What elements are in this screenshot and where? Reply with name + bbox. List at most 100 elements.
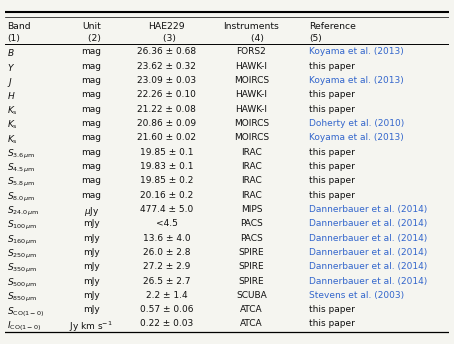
Text: 22.26 ± 0.10: 22.26 ± 0.10 <box>138 90 197 99</box>
Text: this paper: this paper <box>309 148 355 157</box>
Text: ATCA: ATCA <box>240 305 263 314</box>
Text: $S_{100\,\mu\mathrm{m}}$: $S_{100\,\mu\mathrm{m}}$ <box>7 219 37 232</box>
Text: IRAC: IRAC <box>241 148 262 157</box>
Text: Koyama et al. (2013): Koyama et al. (2013) <box>309 133 404 142</box>
Text: $Y$: $Y$ <box>7 62 15 73</box>
Text: Instruments: Instruments <box>223 22 279 31</box>
Text: (5): (5) <box>309 34 322 43</box>
Text: PACS: PACS <box>240 219 263 228</box>
Text: Reference: Reference <box>309 22 356 31</box>
Text: this paper: this paper <box>309 305 355 314</box>
Text: 26.5 ± 2.7: 26.5 ± 2.7 <box>143 277 191 286</box>
Text: $K_\mathrm{s}$: $K_\mathrm{s}$ <box>7 119 18 131</box>
Text: (4): (4) <box>239 34 264 43</box>
Text: IRAC: IRAC <box>241 176 262 185</box>
Text: FORS2: FORS2 <box>237 47 266 56</box>
Text: mag: mag <box>81 176 101 185</box>
Text: 20.86 ± 0.09: 20.86 ± 0.09 <box>138 119 197 128</box>
Text: $\mu$Jy: $\mu$Jy <box>84 205 99 218</box>
Text: Dannerbauer et al. (2014): Dannerbauer et al. (2014) <box>309 277 428 286</box>
Text: 19.85 ± 0.2: 19.85 ± 0.2 <box>140 176 193 185</box>
Text: mJy: mJy <box>83 291 100 300</box>
Text: mag: mag <box>81 148 101 157</box>
Text: this paper: this paper <box>309 105 355 114</box>
Text: Unit: Unit <box>82 22 101 31</box>
Text: mag: mag <box>81 62 101 71</box>
Text: (2): (2) <box>82 34 101 43</box>
Text: mag: mag <box>81 133 101 142</box>
Text: mJy: mJy <box>83 262 100 271</box>
Text: $K_\mathrm{s}$: $K_\mathrm{s}$ <box>7 133 18 146</box>
Text: Dannerbauer et al. (2014): Dannerbauer et al. (2014) <box>309 205 428 214</box>
Text: mag: mag <box>81 162 101 171</box>
Text: MIPS: MIPS <box>241 205 262 214</box>
Text: 20.16 ± 0.2: 20.16 ± 0.2 <box>140 191 193 200</box>
Text: IRAC: IRAC <box>241 191 262 200</box>
Text: 477.4 ± 5.0: 477.4 ± 5.0 <box>140 205 193 214</box>
Text: $B$: $B$ <box>7 47 15 58</box>
Text: 21.22 ± 0.08: 21.22 ± 0.08 <box>138 105 197 114</box>
Text: $S_{4.5\,\mu\mathrm{m}}$: $S_{4.5\,\mu\mathrm{m}}$ <box>7 162 35 175</box>
Text: this paper: this paper <box>309 162 355 171</box>
Text: mag: mag <box>81 105 101 114</box>
Text: Stevens et al. (2003): Stevens et al. (2003) <box>309 291 405 300</box>
Text: mag: mag <box>81 90 101 99</box>
Text: 13.6 ± 4.0: 13.6 ± 4.0 <box>143 234 191 243</box>
Text: 26.0 ± 2.8: 26.0 ± 2.8 <box>143 248 191 257</box>
Text: 23.09 ± 0.03: 23.09 ± 0.03 <box>138 76 197 85</box>
Text: $H$: $H$ <box>7 90 15 101</box>
Text: MOIRCS: MOIRCS <box>234 119 269 128</box>
Text: $S_{5.8\,\mu\mathrm{m}}$: $S_{5.8\,\mu\mathrm{m}}$ <box>7 176 35 189</box>
Text: $S_\mathrm{CO(1-0)}$: $S_\mathrm{CO(1-0)}$ <box>7 305 44 319</box>
Text: Band: Band <box>7 22 30 31</box>
Text: HAWK-I: HAWK-I <box>236 90 267 99</box>
Text: this paper: this paper <box>309 176 355 185</box>
Text: $S_{160\,\mu\mathrm{m}}$: $S_{160\,\mu\mathrm{m}}$ <box>7 234 37 247</box>
Text: Doherty et al. (2010): Doherty et al. (2010) <box>309 119 405 128</box>
Text: SPIRE: SPIRE <box>239 248 264 257</box>
Text: HAE229: HAE229 <box>148 22 185 31</box>
Text: $S_{24.0\,\mu\mathrm{m}}$: $S_{24.0\,\mu\mathrm{m}}$ <box>7 205 39 218</box>
Text: mag: mag <box>81 191 101 200</box>
Text: mag: mag <box>81 76 101 85</box>
Text: HAWK-I: HAWK-I <box>236 105 267 114</box>
Text: Koyama et al. (2013): Koyama et al. (2013) <box>309 47 404 56</box>
Text: mJy: mJy <box>83 219 100 228</box>
Text: IRAC: IRAC <box>241 162 262 171</box>
Text: this paper: this paper <box>309 320 355 329</box>
Text: 27.2 ± 2.9: 27.2 ± 2.9 <box>143 262 191 271</box>
Text: Dannerbauer et al. (2014): Dannerbauer et al. (2014) <box>309 219 428 228</box>
Text: 2.2 ± 1.4: 2.2 ± 1.4 <box>146 291 188 300</box>
Text: $S_{3.6\,\mu\mathrm{m}}$: $S_{3.6\,\mu\mathrm{m}}$ <box>7 148 35 161</box>
Text: this paper: this paper <box>309 62 355 71</box>
Text: $S_{8.0\,\mu\mathrm{m}}$: $S_{8.0\,\mu\mathrm{m}}$ <box>7 191 35 204</box>
Text: $S_{350\,\mu\mathrm{m}}$: $S_{350\,\mu\mathrm{m}}$ <box>7 262 37 275</box>
Text: Dannerbauer et al. (2014): Dannerbauer et al. (2014) <box>309 234 428 243</box>
Text: mJy: mJy <box>83 305 100 314</box>
Text: Dannerbauer et al. (2014): Dannerbauer et al. (2014) <box>309 248 428 257</box>
Text: SCUBA: SCUBA <box>236 291 267 300</box>
Text: 23.62 ± 0.32: 23.62 ± 0.32 <box>138 62 197 71</box>
Text: mJy: mJy <box>83 248 100 257</box>
Text: $I_\mathrm{CO(1-0)}$: $I_\mathrm{CO(1-0)}$ <box>7 320 41 333</box>
Text: PACS: PACS <box>240 234 263 243</box>
Text: 21.60 ± 0.02: 21.60 ± 0.02 <box>138 133 197 142</box>
Text: $K_\mathrm{s}$: $K_\mathrm{s}$ <box>7 105 18 117</box>
Text: Dannerbauer et al. (2014): Dannerbauer et al. (2014) <box>309 262 428 271</box>
Text: $S_{850\,\mu\mathrm{m}}$: $S_{850\,\mu\mathrm{m}}$ <box>7 291 37 304</box>
Text: mJy: mJy <box>83 234 100 243</box>
Text: 19.85 ± 0.1: 19.85 ± 0.1 <box>140 148 194 157</box>
Text: this paper: this paper <box>309 191 355 200</box>
Text: 19.83 ± 0.1: 19.83 ± 0.1 <box>140 162 194 171</box>
Text: (1): (1) <box>7 34 20 43</box>
Text: $S_{250\,\mu\mathrm{m}}$: $S_{250\,\mu\mathrm{m}}$ <box>7 248 37 261</box>
Text: mag: mag <box>81 47 101 56</box>
Text: 26.36 ± 0.68: 26.36 ± 0.68 <box>138 47 197 56</box>
Text: $S_{500\,\mu\mathrm{m}}$: $S_{500\,\mu\mathrm{m}}$ <box>7 277 37 290</box>
Text: MOIRCS: MOIRCS <box>234 76 269 85</box>
Text: 0.22 ± 0.03: 0.22 ± 0.03 <box>140 320 193 329</box>
Text: SPIRE: SPIRE <box>239 277 264 286</box>
Text: mag: mag <box>81 119 101 128</box>
Text: MOIRCS: MOIRCS <box>234 133 269 142</box>
Text: $J$: $J$ <box>7 76 13 89</box>
